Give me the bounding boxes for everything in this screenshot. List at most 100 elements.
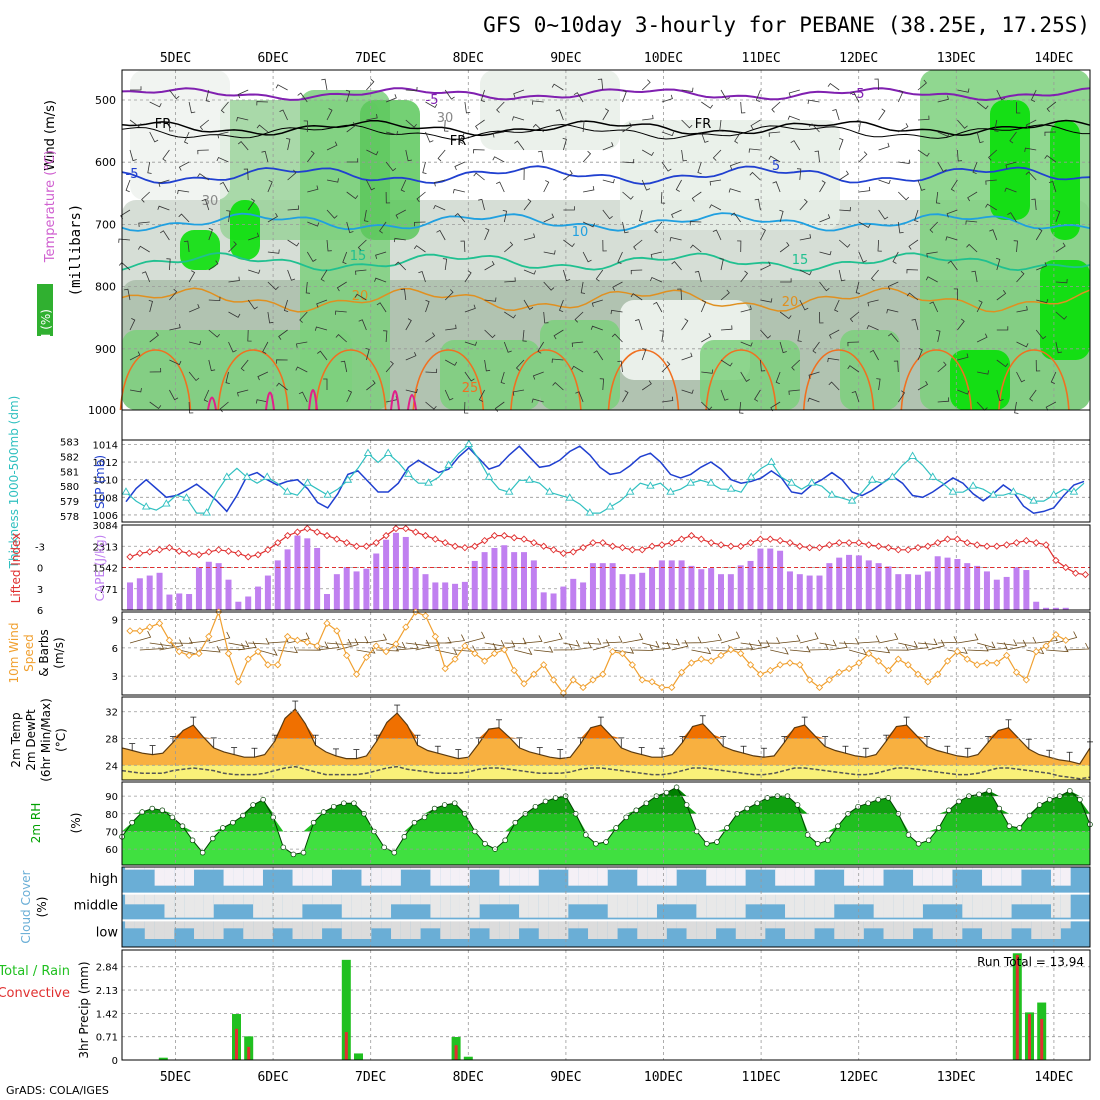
wind-barb — [228, 341, 237, 353]
li-point — [165, 544, 174, 552]
wind-barb — [937, 131, 950, 137]
wind-barb — [551, 83, 564, 91]
wind-barb — [610, 309, 623, 315]
cape-bar — [658, 560, 665, 610]
wind-frame — [121, 611, 1091, 696]
wind-barb — [532, 100, 544, 105]
cloud-high-gap — [982, 867, 992, 886]
wind-barb — [740, 270, 749, 283]
cloud-level-low: low — [96, 925, 119, 940]
precip-conv-bar — [1040, 1018, 1044, 1060]
ylabel-temp-line: (6hr Min/Max) — [39, 698, 53, 782]
cloud-low-gap — [706, 920, 717, 939]
wind10-barb — [1026, 647, 1045, 655]
cape-bar — [885, 566, 892, 610]
ylabel-wind: Wind (m/s) — [43, 100, 58, 171]
wind10-point — [343, 651, 351, 660]
cape-bar — [373, 553, 380, 610]
temp-line — [121, 708, 1091, 765]
li-point — [480, 536, 489, 545]
wind-barb — [675, 179, 682, 192]
cape-bar — [353, 571, 360, 610]
wind-barb — [484, 329, 496, 339]
wind10-point — [323, 619, 331, 627]
rh-legend-swatch — [37, 284, 53, 336]
cloud-low-gap — [972, 920, 983, 929]
wind-barb — [342, 251, 348, 265]
cloud-high-gap — [686, 867, 697, 870]
wind-barb — [357, 239, 367, 251]
wind-barb — [617, 360, 623, 373]
wind-barb — [957, 149, 963, 162]
cloud-low-gap — [863, 920, 874, 929]
cloud-mid-gap — [794, 893, 805, 918]
wind10-point — [126, 627, 134, 635]
cloud-high-gap — [469, 867, 480, 870]
wind10-point — [599, 670, 607, 678]
wind-barb — [464, 304, 476, 313]
wind-barb — [358, 319, 367, 331]
cloud-mid-gap — [213, 893, 224, 905]
wind-barb — [454, 213, 466, 223]
wind-barb — [137, 245, 150, 253]
wind10-barb — [957, 633, 979, 644]
wind-barb — [169, 389, 179, 401]
wind-barb — [1036, 298, 1049, 304]
wind10-point — [421, 612, 430, 620]
wind10-point — [638, 676, 646, 684]
cloud-low-gap — [233, 920, 244, 929]
wind-barb — [405, 388, 418, 394]
cape-bar — [255, 586, 262, 610]
wind10-point — [953, 647, 962, 656]
wind10-point — [451, 655, 459, 663]
wind-barb — [445, 359, 458, 366]
cloud-mid-gap — [253, 893, 263, 918]
cloud-mid-gap — [952, 893, 963, 905]
wind10-point — [224, 649, 233, 658]
cloud-low-gap — [794, 920, 805, 939]
cloud-mid-gap — [627, 893, 638, 918]
wind10-point — [963, 655, 971, 663]
cloud-low-gap — [528, 920, 539, 929]
li-point — [628, 546, 636, 554]
wind-barb — [197, 173, 210, 181]
cape-tick: 2313 — [93, 542, 118, 553]
rh2m-point — [189, 837, 196, 844]
cape-bar — [855, 555, 862, 610]
wind-barb — [935, 191, 941, 204]
wind-barb — [243, 168, 249, 181]
wind-barb — [236, 117, 249, 122]
wind-barb — [425, 131, 434, 143]
wind-barb — [985, 203, 998, 211]
wind-barb — [129, 351, 141, 361]
cape-li-panel: -3 0 3 6 771 1542 2313 3084 — [35, 521, 1091, 617]
wind-barb — [515, 359, 525, 371]
wind-barb — [551, 358, 564, 363]
wind-barb — [622, 191, 634, 200]
wind-barb — [1016, 371, 1026, 383]
wind-barb — [464, 371, 475, 382]
wind-barb — [563, 239, 575, 248]
isotherm-5 — [121, 165, 1091, 185]
wind-barb — [950, 179, 958, 192]
wind-barb — [425, 101, 438, 109]
rh2m-point — [905, 832, 912, 838]
cloud-level-middle: middle — [74, 899, 118, 914]
wind-barb — [1036, 262, 1047, 271]
wind-barb — [484, 297, 497, 302]
wind10-point — [549, 676, 558, 684]
rh2m-point — [825, 837, 831, 844]
precip-total-bar — [341, 959, 351, 1060]
li-point — [766, 535, 774, 543]
cloud-mid-gap — [499, 893, 510, 905]
wind10-point — [766, 666, 774, 675]
cloud-mid-gap — [666, 893, 677, 905]
rh2m-point — [441, 802, 448, 808]
cloud-high-gap — [391, 867, 401, 886]
cloud-low-gap — [410, 920, 421, 939]
cloud-high-gap — [853, 867, 864, 886]
wind-barb — [996, 359, 1009, 368]
slp-tick: 1010 — [93, 476, 118, 487]
wind10-barb — [780, 634, 801, 644]
